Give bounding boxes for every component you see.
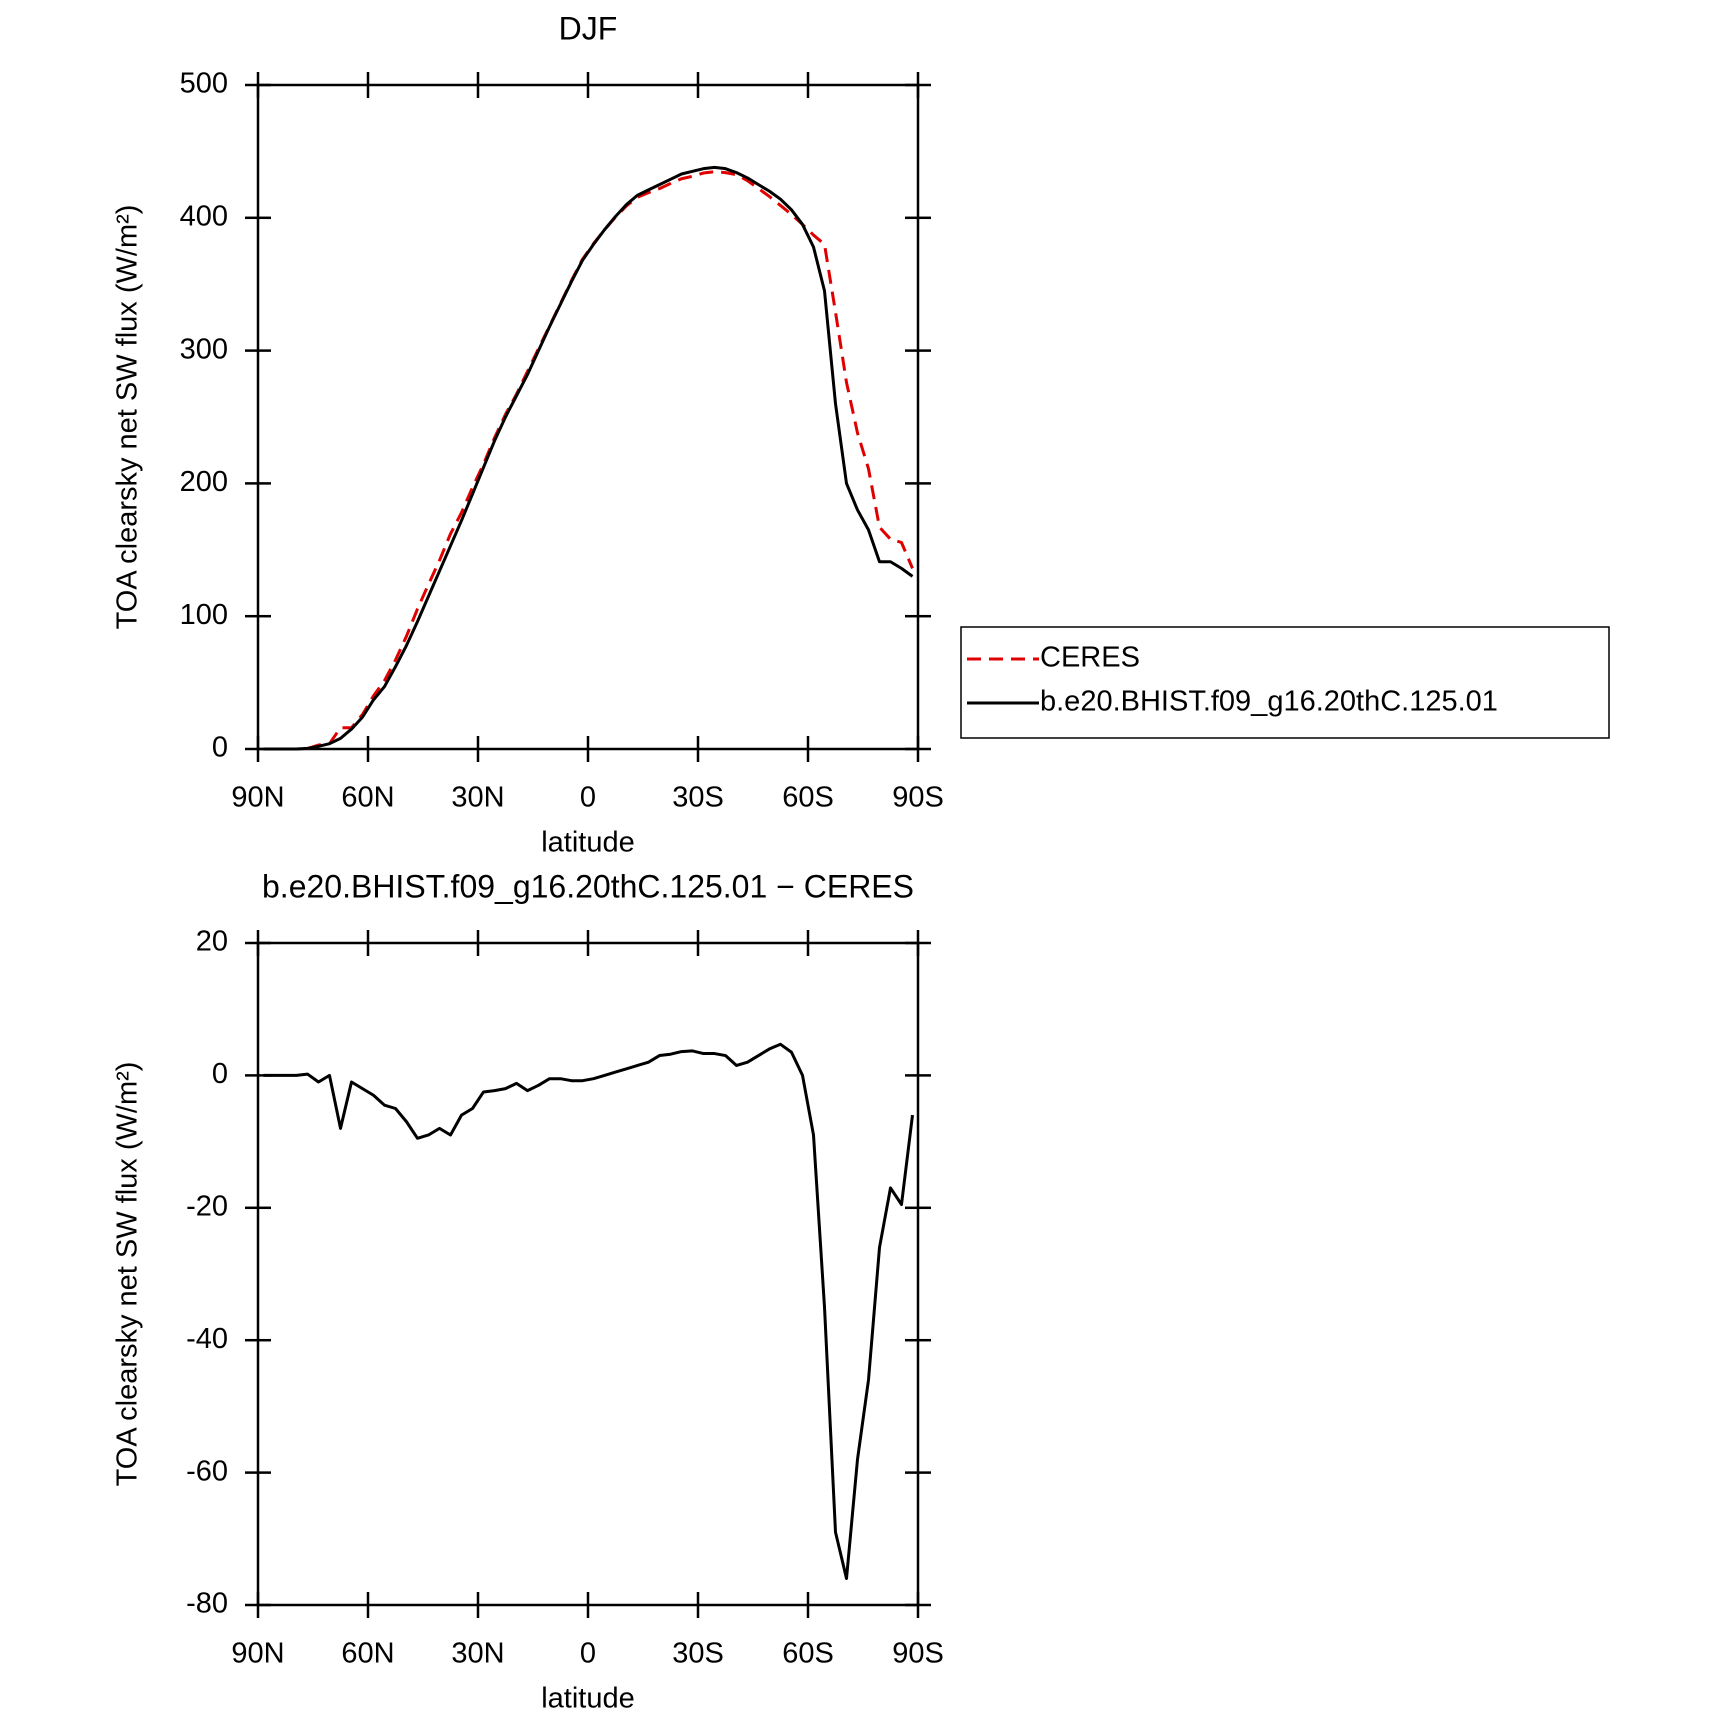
x-axis-label: latitude — [541, 827, 635, 859]
x-tick-label: 30N — [451, 1638, 504, 1670]
y-tick-label: -20 — [186, 1190, 228, 1222]
plot-frame — [256, 83, 920, 751]
legend-label: CERES — [1040, 642, 1140, 674]
x-tick-label: 30S — [672, 1638, 724, 1670]
y-tick-label: 300 — [180, 333, 228, 365]
y-tick-label: -80 — [186, 1588, 228, 1620]
legend-box — [960, 626, 1610, 739]
x-tick-label: 0 — [580, 782, 596, 814]
y-axis-label: TOA clearsky net SW flux (W/m²) — [112, 1062, 144, 1487]
y-tick-label: 0 — [212, 732, 228, 764]
y-tick-label: -40 — [186, 1323, 228, 1355]
x-tick-label: 30S — [672, 782, 724, 814]
x-tick-label: 30N — [451, 782, 504, 814]
data-line — [263, 165, 914, 751]
data-line — [263, 1042, 914, 1581]
y-tick-label: -60 — [186, 1455, 228, 1487]
x-tick-label: 90S — [892, 1638, 944, 1670]
x-axis-label: latitude — [541, 1683, 635, 1712]
x-tick-label: 60S — [782, 1638, 834, 1670]
legend-label: b.e20.BHIST.f09_g16.20thC.125.01 — [1040, 686, 1498, 718]
x-tick-label: 90N — [231, 782, 284, 814]
y-tick-label: 200 — [180, 466, 228, 498]
x-tick-label: 60N — [341, 782, 394, 814]
x-tick-label: 90S — [892, 782, 944, 814]
x-tick-label: 90N — [231, 1638, 284, 1670]
chart-title: b.e20.BHIST.f09_g16.20thC.125.01 − CERES — [262, 868, 914, 904]
y-axis-label: TOA clearsky net SW flux (W/m²) — [112, 205, 144, 630]
x-tick-label: 0 — [580, 1638, 596, 1670]
x-tick-label: 60S — [782, 782, 834, 814]
y-tick-label: 500 — [180, 68, 228, 100]
x-tick-label: 60N — [341, 1638, 394, 1670]
y-tick-label: 0 — [212, 1058, 228, 1090]
y-tick-label: 100 — [180, 599, 228, 631]
plot-frame — [256, 941, 920, 1607]
chart-title: DJF — [559, 10, 618, 46]
y-tick-label: 20 — [196, 926, 228, 958]
y-tick-label: 400 — [180, 200, 228, 232]
